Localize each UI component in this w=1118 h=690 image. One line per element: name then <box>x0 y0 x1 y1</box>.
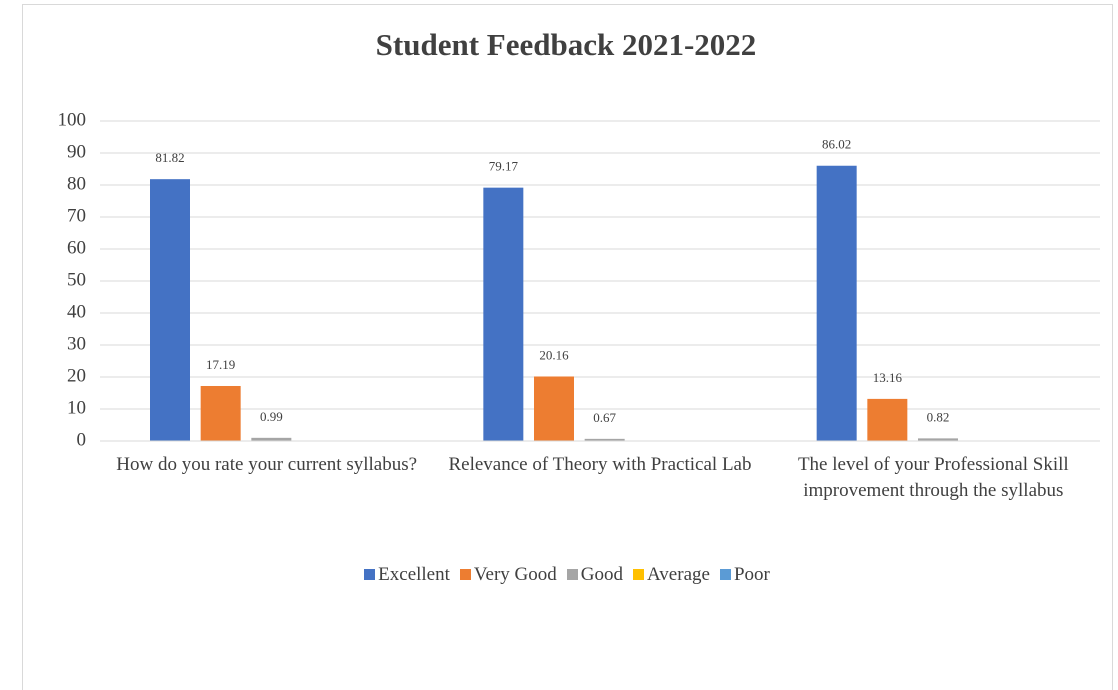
legend: Excellent Very Good Good Average Poor <box>22 564 1112 586</box>
legend-label: Good <box>580 564 623 585</box>
data-label: 0.99 <box>260 409 283 424</box>
legend-label: Average <box>647 564 710 585</box>
bar <box>251 437 292 441</box>
x-tick-label-box: How do you rate your current syllabus? <box>116 454 418 475</box>
y-tick-label: 50 <box>67 269 86 290</box>
x-tick-label-box: Relevance of Theory with Practical Lab <box>448 454 752 475</box>
legend-item: Excellent <box>364 564 450 586</box>
bar <box>584 438 625 441</box>
data-label: 79.17 <box>489 159 519 174</box>
y-tick-label: 0 <box>77 429 87 450</box>
bar <box>534 376 574 441</box>
x-tick-label: Relevance of Theory with Practical Lab <box>448 454 752 475</box>
data-label: 86.02 <box>822 137 851 152</box>
data-label: 0.67 <box>593 410 616 425</box>
legend-label: Very Good <box>473 564 557 585</box>
data-label: 20.16 <box>539 347 569 362</box>
y-tick-label: 70 <box>67 205 86 226</box>
x-tick-label: How do you rate your current syllabus? <box>116 454 418 475</box>
legend-label: Excellent <box>378 564 450 585</box>
bar <box>867 398 908 441</box>
legend-box: Excellent Very Good Good Average Poor <box>22 564 1112 586</box>
legend-item: Very Good <box>459 564 557 586</box>
y-tick-label: 60 <box>67 237 86 258</box>
data-label: 13.16 <box>873 370 903 385</box>
bar <box>816 165 857 441</box>
y-tick-label: 100 <box>58 109 87 130</box>
y-tick-label: 10 <box>67 397 86 418</box>
x-tick-label-box: The level of your Professional Skill imp… <box>797 454 1069 501</box>
x-tick-label: The level of your Professional Skill imp… <box>797 454 1069 501</box>
legend-swatch <box>566 569 578 580</box>
data-label: 0.82 <box>927 409 950 424</box>
y-tick-label: 90 <box>67 141 86 162</box>
y-tick-label: 20 <box>67 365 86 386</box>
data-label: 17.19 <box>206 357 235 372</box>
legend-swatch <box>364 569 376 580</box>
legend-swatch <box>459 569 471 580</box>
legend-item: Good <box>566 564 623 586</box>
bar <box>483 187 524 441</box>
data-label: 81.82 <box>155 150 184 165</box>
bar <box>200 385 241 441</box>
y-tick-label: 30 <box>67 333 86 354</box>
bar <box>150 179 190 441</box>
legend-item: Poor <box>719 564 770 586</box>
legend-item: Average <box>633 564 710 586</box>
bar <box>918 438 958 441</box>
legend-label: Poor <box>733 564 770 585</box>
legend-swatch <box>719 569 731 580</box>
y-tick-label: 80 <box>67 173 86 194</box>
chart-title: Student Feedback 2021-2022 <box>376 27 757 62</box>
legend-swatch <box>633 569 644 580</box>
y-tick-label: 40 <box>67 301 86 322</box>
